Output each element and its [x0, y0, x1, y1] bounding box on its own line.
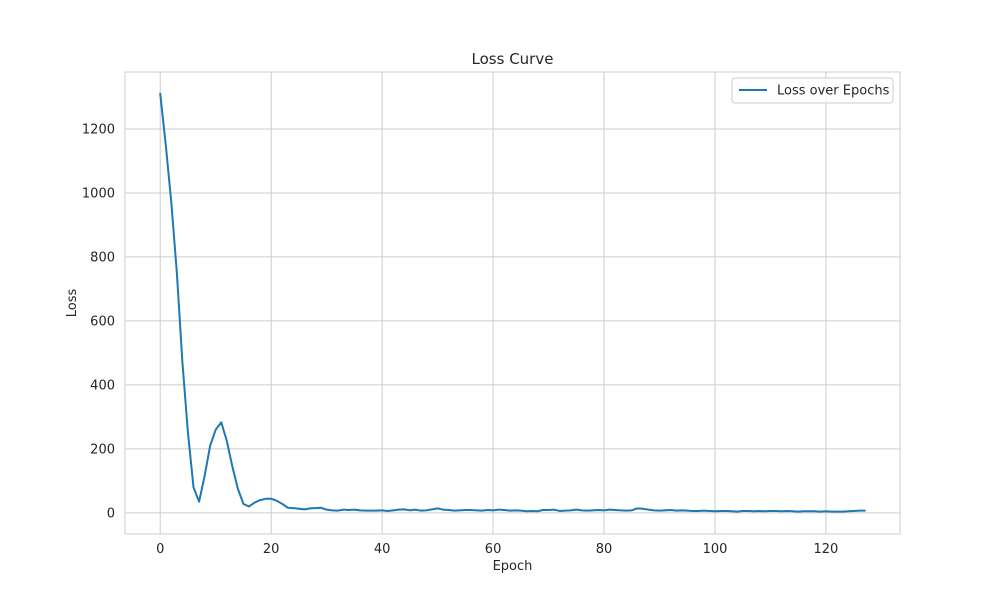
plot-area-frame	[124, 71, 901, 535]
y-tick-label: 0	[107, 506, 115, 521]
x-tick-label: 40	[374, 542, 391, 557]
x-axis-title: Epoch	[493, 559, 533, 574]
y-tick-label: 600	[90, 314, 115, 329]
y-tick-label: 200	[90, 442, 115, 457]
y-tick-label: 400	[90, 378, 115, 393]
grid-layer	[125, 72, 900, 534]
x-tick-label: 60	[485, 542, 502, 557]
legend: Loss over Epochs	[731, 77, 894, 104]
y-tick-label: 800	[90, 250, 115, 265]
x-tick-label: 120	[814, 542, 839, 557]
y-tick-label: 1000	[82, 186, 115, 201]
x-tick-label: 0	[156, 542, 164, 557]
y-axis-title: Loss	[65, 289, 80, 318]
y-tick-label: 1200	[82, 122, 115, 137]
x-tick-label: 20	[263, 542, 280, 557]
legend-box	[731, 77, 894, 104]
series-line	[159, 92, 866, 513]
legend-label: Loss over Epochs	[777, 84, 890, 99]
x-tick-label: 100	[703, 542, 728, 557]
chart-title: Loss Curve	[472, 50, 554, 68]
series-layer	[159, 92, 866, 513]
x-tick-label: 80	[596, 542, 613, 557]
